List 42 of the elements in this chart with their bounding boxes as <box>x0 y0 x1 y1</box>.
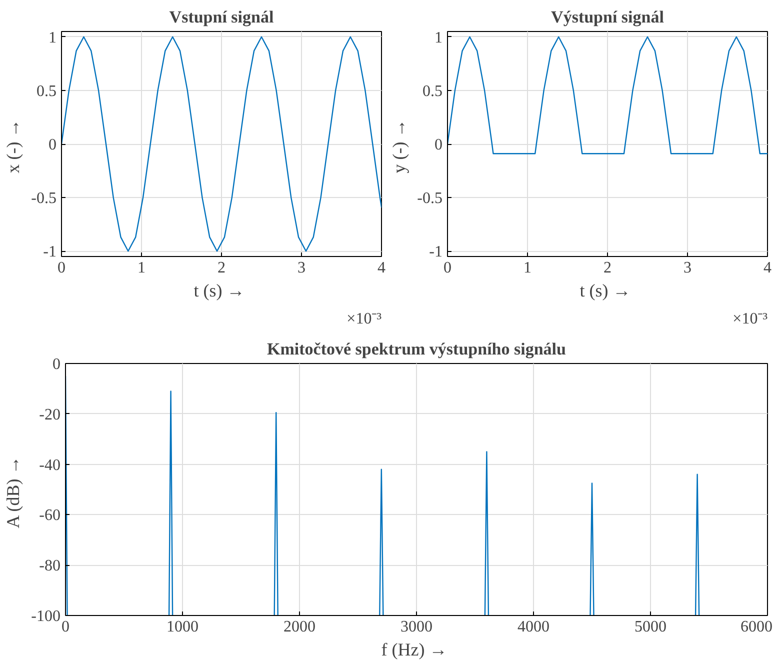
y-tick-label: -0.5 <box>31 190 56 208</box>
y-tick-label: 1 <box>48 29 56 46</box>
y-axis-title: A (dB) → <box>3 456 24 528</box>
x-tick-label: 3000 <box>400 618 432 636</box>
y-tick-label: -20 <box>39 406 60 424</box>
x-tick-label: 4 <box>378 260 386 276</box>
x-tick-label: 4000 <box>518 618 550 636</box>
x-tick-label: 2 <box>604 260 612 276</box>
y-tick-label: -80 <box>39 558 60 575</box>
x-axis-title: t (s) → <box>580 280 631 300</box>
y-axis-title: x (-) → <box>3 119 24 174</box>
x-tick-label: 4 <box>764 260 772 276</box>
y-tick-label: -100 <box>31 608 60 625</box>
x-tick-label: 1 <box>138 260 146 276</box>
y-axis-title: y (-) → <box>389 119 410 174</box>
chart-title: Kmitočtové spektrum výstupního signálu <box>267 340 566 358</box>
x-tick-label: 2000 <box>284 618 316 636</box>
x-tick-label: 3 <box>298 260 306 276</box>
chart-title: Výstupní signál <box>551 8 664 26</box>
x-axis-title: t (s) → <box>194 280 245 300</box>
text: ×10⁻³ <box>346 310 382 328</box>
x-tick-label: 3 <box>684 260 692 276</box>
y-tick-label: 0.5 <box>36 82 56 100</box>
chart-title: Vstupní signál <box>169 8 274 26</box>
y-tick-label: -60 <box>39 507 60 524</box>
y-tick-label: 0.5 <box>422 82 442 100</box>
x-tick-label: 1 <box>524 260 532 276</box>
y-tick-label: 0 <box>52 356 60 373</box>
y-tick-label: 0 <box>48 136 56 154</box>
text: ×10⁻³ <box>732 310 768 328</box>
y-tick-label: -40 <box>39 456 60 474</box>
x-tick-label: 2 <box>218 260 226 276</box>
y-tick-label: 1 <box>434 29 442 46</box>
y-tick-label: 0 <box>434 136 442 154</box>
y-tick-label: -0.5 <box>417 190 442 208</box>
x-tick-label: 6000 <box>740 618 772 636</box>
x-tick-label: 1000 <box>166 618 198 636</box>
line-series <box>448 36 768 154</box>
x-axis-title: f (Hz) → <box>381 640 448 660</box>
y-tick-label: -1 <box>43 244 56 261</box>
y-tick-label: -1 <box>429 244 442 261</box>
x-tick-label: 5000 <box>634 618 666 636</box>
